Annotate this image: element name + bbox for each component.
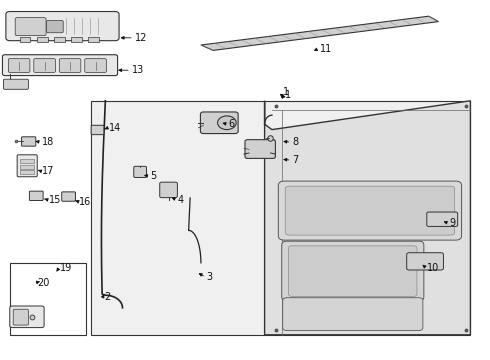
FancyBboxPatch shape (160, 182, 177, 198)
Bar (54, 37, 65, 42)
FancyBboxPatch shape (134, 166, 147, 177)
Bar (37, 37, 48, 42)
Text: 5: 5 (150, 171, 157, 181)
FancyBboxPatch shape (85, 59, 106, 72)
Bar (91, 101, 470, 335)
FancyBboxPatch shape (283, 298, 423, 330)
FancyBboxPatch shape (13, 309, 28, 325)
FancyBboxPatch shape (285, 186, 455, 235)
Text: 17: 17 (42, 166, 54, 176)
Bar (71, 37, 82, 42)
FancyBboxPatch shape (17, 155, 37, 177)
Bar (10, 263, 86, 335)
FancyBboxPatch shape (6, 12, 119, 41)
Text: 14: 14 (109, 123, 121, 133)
FancyBboxPatch shape (8, 59, 30, 72)
Circle shape (218, 116, 236, 130)
Text: 9: 9 (449, 218, 456, 228)
Text: 8: 8 (293, 137, 298, 147)
FancyBboxPatch shape (29, 191, 43, 201)
Polygon shape (201, 16, 439, 50)
FancyBboxPatch shape (91, 125, 104, 135)
Bar (20, 159, 34, 163)
Text: 16: 16 (79, 197, 92, 207)
Bar (88, 37, 99, 42)
FancyBboxPatch shape (22, 137, 36, 146)
FancyBboxPatch shape (10, 306, 44, 328)
FancyBboxPatch shape (289, 246, 417, 296)
Bar (20, 170, 34, 174)
FancyBboxPatch shape (200, 112, 238, 134)
Text: 19: 19 (60, 263, 72, 273)
Bar (20, 37, 30, 42)
FancyBboxPatch shape (2, 55, 118, 76)
Bar (20, 165, 34, 169)
Text: 18: 18 (42, 137, 54, 147)
FancyBboxPatch shape (245, 140, 275, 158)
Text: 12: 12 (135, 33, 147, 43)
FancyBboxPatch shape (15, 18, 46, 36)
FancyBboxPatch shape (278, 181, 462, 240)
FancyBboxPatch shape (62, 192, 75, 201)
Text: 11: 11 (319, 44, 332, 54)
Text: 1: 1 (283, 87, 289, 97)
Text: 6: 6 (229, 119, 235, 129)
FancyBboxPatch shape (59, 59, 81, 72)
FancyBboxPatch shape (407, 253, 443, 270)
Text: 1: 1 (285, 90, 291, 100)
Text: 3: 3 (207, 272, 213, 282)
Text: 15: 15 (49, 195, 61, 205)
Text: 13: 13 (132, 65, 144, 75)
Text: 4: 4 (177, 195, 183, 205)
FancyBboxPatch shape (282, 241, 424, 301)
FancyBboxPatch shape (34, 59, 55, 72)
Text: 7: 7 (293, 155, 299, 165)
Polygon shape (265, 101, 470, 335)
Text: 10: 10 (427, 263, 440, 273)
Text: 20: 20 (37, 278, 49, 288)
FancyBboxPatch shape (3, 79, 28, 89)
FancyBboxPatch shape (47, 21, 63, 33)
Text: 2: 2 (104, 292, 110, 302)
FancyBboxPatch shape (427, 212, 458, 226)
